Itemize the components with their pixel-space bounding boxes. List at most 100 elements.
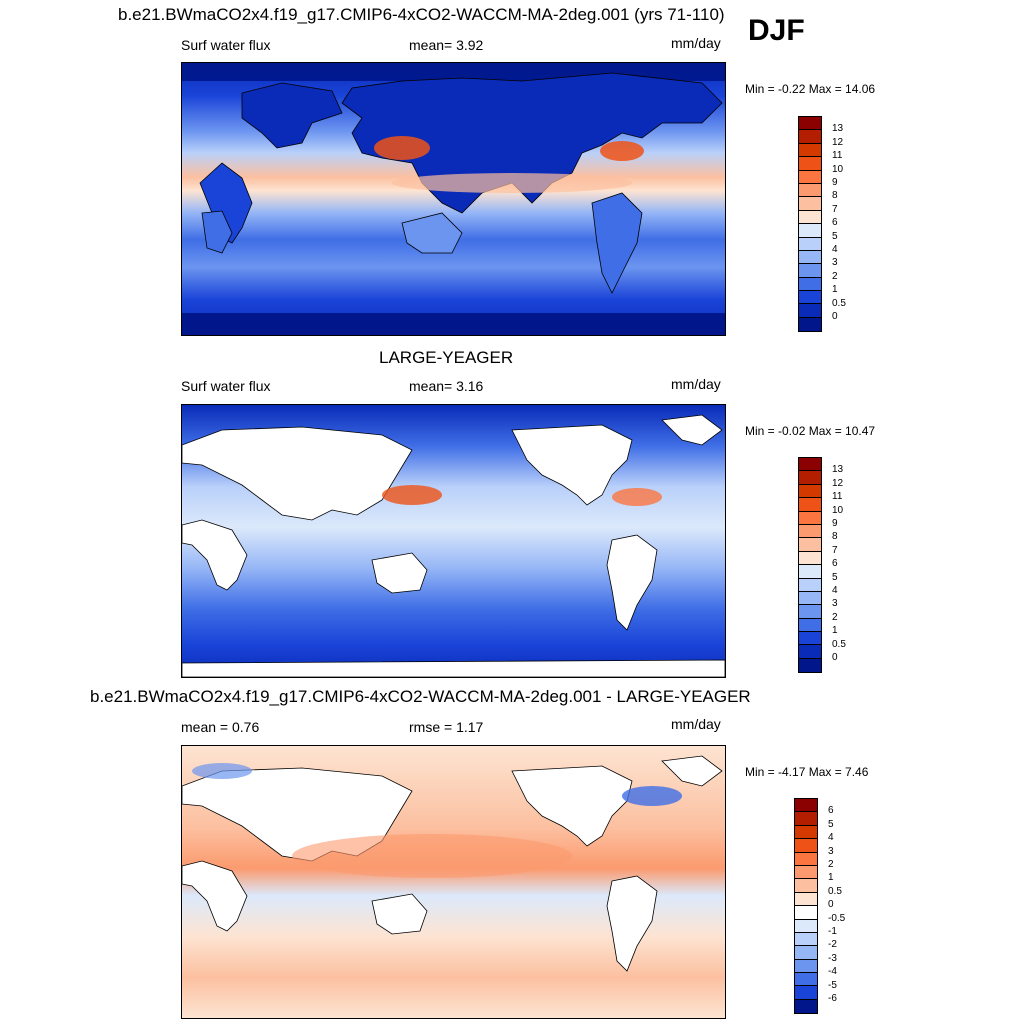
colorbar-tick-label: 0 <box>828 899 834 911</box>
panel-2-map <box>181 404 726 678</box>
colorbar-segment <box>795 865 817 880</box>
panel-2-variable-label: Surf water flux <box>181 378 271 394</box>
colorbar-segment <box>795 879 817 893</box>
colorbar-segment <box>799 117 821 131</box>
colorbar-segment <box>799 618 821 633</box>
panel-3-mean-label: mean = 0.76 <box>181 719 260 735</box>
colorbar-tick-label: 6 <box>828 805 834 817</box>
colorbar-tick-label: 10 <box>832 163 844 175</box>
colorbar-segment <box>799 130 821 144</box>
colorbar-tick-label: 0 <box>832 652 838 663</box>
colorbar-segment <box>795 986 817 1000</box>
colorbar-segment <box>799 565 821 579</box>
colorbar-segment <box>799 498 821 512</box>
colorbar-tick-label: 12 <box>832 477 844 489</box>
colorbar-tick-label: 0.5 <box>828 885 842 897</box>
panel-3-units-label: mm/day <box>671 716 721 732</box>
colorbar-tick-label: 2 <box>832 270 838 282</box>
colorbar-segment <box>799 605 821 619</box>
colorbar-tick-label: 10 <box>832 504 844 516</box>
colorbar-tick-label: -3 <box>828 952 837 964</box>
colorbar-tick-label: 1 <box>828 872 834 884</box>
colorbar-tick-label: 1 <box>832 284 838 296</box>
colorbar-tick-label: 2 <box>828 859 834 870</box>
panel-3-colorbar <box>794 798 818 1015</box>
colorbar-segment <box>799 183 821 198</box>
colorbar-segment <box>799 524 821 539</box>
colorbar-tick-label: 0.5 <box>832 638 846 650</box>
colorbar-segment <box>795 906 817 920</box>
colorbar-tick-label: 5 <box>828 818 834 830</box>
colorbar-tick-label: 3 <box>828 845 834 857</box>
colorbar-segment <box>799 551 821 566</box>
colorbar-tick-label: 0 <box>832 311 838 322</box>
colorbar-segment <box>799 578 821 592</box>
panel-3-title: b.e21.BWmaCO2x4.f19_g17.CMIP6-4xCO2-WACC… <box>90 687 751 706</box>
colorbar-tick-label: 6 <box>832 558 838 570</box>
colorbar-segment <box>795 892 817 907</box>
panel-3-rmse-label: rmse = 1.17 <box>409 719 484 735</box>
colorbar-segment <box>799 458 821 472</box>
colorbar-tick-label: 5 <box>832 571 838 583</box>
colorbar-segment <box>799 471 821 485</box>
colorbar-segment <box>799 277 821 292</box>
colorbar-tick-label: -4 <box>828 966 837 978</box>
colorbar-tick-label: 13 <box>832 464 844 476</box>
colorbar-tick-label: 4 <box>828 832 834 844</box>
colorbar-tick-label: 7 <box>832 544 838 556</box>
colorbar-segment <box>799 658 821 673</box>
panel-1-variable-label: Surf water flux <box>181 37 271 53</box>
colorbar-segment <box>795 932 817 947</box>
colorbar-segment <box>795 919 817 933</box>
panel-3-map <box>181 745 726 1019</box>
colorbar-segment <box>795 959 817 974</box>
colorbar-segment <box>799 538 821 552</box>
colorbar-tick-label: -2 <box>828 939 837 951</box>
colorbar-tick-label: 6 <box>832 217 838 229</box>
colorbar-segment <box>799 304 821 318</box>
colorbar-segment <box>799 645 821 659</box>
colorbar-tick-label: 3 <box>832 598 838 610</box>
colorbar-segment <box>795 825 817 840</box>
colorbar-segment <box>799 250 821 265</box>
colorbar-segment <box>799 264 821 278</box>
panel-2-title: LARGE-YEAGER <box>379 348 514 367</box>
colorbar-tick-label: 11 <box>832 491 843 503</box>
colorbar-segment <box>795 812 817 826</box>
colorbar-tick-label: 9 <box>832 518 838 529</box>
colorbar-tick-label: 8 <box>832 531 838 543</box>
colorbar-segment <box>795 839 817 853</box>
colorbar-tick-label: 7 <box>832 203 838 215</box>
colorbar-tick-label: 11 <box>832 150 843 162</box>
colorbar-segment <box>799 224 821 238</box>
colorbar-tick-label: 13 <box>832 123 844 135</box>
colorbar-tick-label: 8 <box>832 190 838 202</box>
colorbar-tick-label: -6 <box>828 993 837 1004</box>
colorbar-segment <box>799 157 821 171</box>
panel-1-colorbar <box>798 116 822 333</box>
colorbar-segment <box>795 999 817 1014</box>
colorbar-tick-label: 12 <box>832 136 844 148</box>
colorbar-segment <box>795 852 817 866</box>
panel-1-map <box>181 62 726 336</box>
colorbar-segment <box>795 946 817 960</box>
panel-2-minmax-label: Min = -0.02 Max = 10.47 <box>745 424 876 438</box>
panel-2-units-label: mm/day <box>671 376 721 392</box>
colorbar-tick-label: 0.5 <box>832 297 846 309</box>
colorbar-tick-label: 5 <box>832 230 838 242</box>
colorbar-segment <box>799 197 821 211</box>
colorbar-segment <box>799 237 821 251</box>
colorbar-tick-label: 1 <box>832 625 838 637</box>
panel-1-title: b.e21.BWmaCO2x4.f19_g17.CMIP6-4xCO2-WACC… <box>118 5 725 24</box>
season-label: DJF <box>748 14 805 47</box>
panel-1-minmax-label: Min = -0.22 Max = 14.06 <box>745 82 876 96</box>
colorbar-segment <box>799 511 821 525</box>
colorbar-tick-label: 4 <box>832 244 838 255</box>
colorbar-segment <box>799 291 821 305</box>
panel-1-mean-label: mean= 3.92 <box>409 37 484 53</box>
colorbar-segment <box>799 317 821 332</box>
colorbar-tick-label: -5 <box>828 979 837 991</box>
colorbar-tick-label: -0.5 <box>828 912 846 924</box>
colorbar-segment <box>799 210 821 225</box>
panel-1-units-label: mm/day <box>671 35 721 51</box>
